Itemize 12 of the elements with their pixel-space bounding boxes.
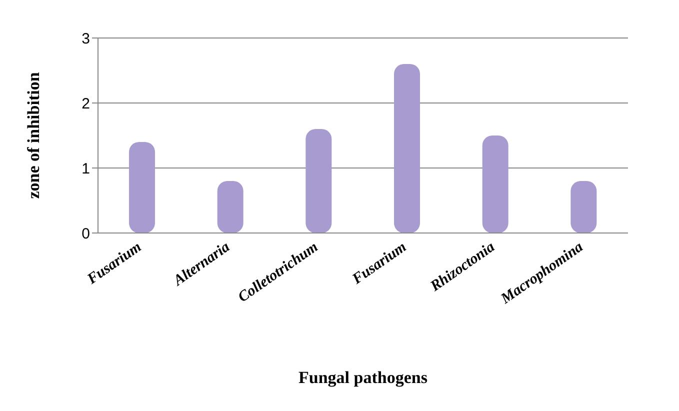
bar <box>129 142 155 233</box>
y-tick-label: 1 <box>82 160 90 178</box>
x-axis-title: Fungal pathogens <box>298 368 428 387</box>
bar <box>482 136 508 233</box>
y-tick-label: 3 <box>82 30 90 48</box>
y-axis-title: zone of inhibition <box>24 72 44 199</box>
bar <box>394 64 420 233</box>
y-tick-label: 2 <box>82 95 90 112</box>
bar <box>570 181 597 233</box>
bar <box>306 129 332 233</box>
y-tick-label: 0 <box>82 225 90 242</box>
bar <box>217 181 244 233</box>
